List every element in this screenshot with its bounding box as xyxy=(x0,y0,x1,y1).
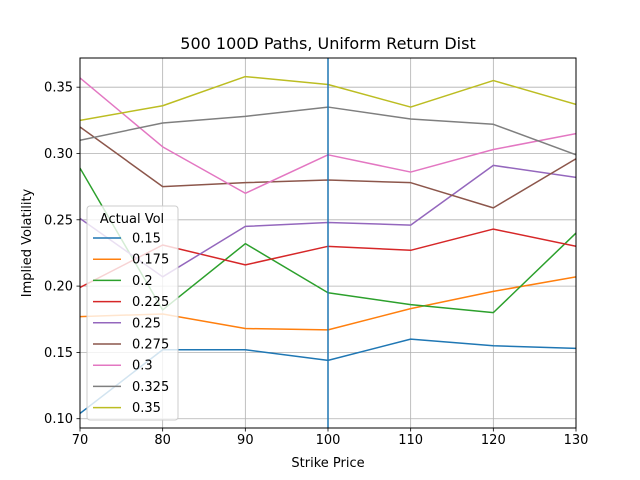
x-axis-ticks: 70 80 90 100 110 120 130 xyxy=(72,428,589,448)
y-tick-label: 0.20 xyxy=(44,280,73,295)
legend-items: 0.15 0.175 0.2 0.225 0.25 0.275 0.3 0.325 0.35 xyxy=(93,232,169,416)
y-tick-label: 0.35 xyxy=(44,81,73,96)
chart-title: 500 100D Paths, Uniform Return Dist xyxy=(180,34,475,53)
legend-label: 0.175 xyxy=(132,253,169,268)
x-axis-label: Strike Price xyxy=(291,456,364,471)
y-tick-label: 0.30 xyxy=(44,147,73,162)
legend: Actual Vol 0.15 0.175 0.2 0.225 0.25 0.275 0.3… xyxy=(86,205,179,421)
x-tick-label: 70 xyxy=(72,433,89,448)
legend-label: 0.15 xyxy=(132,232,161,247)
x-tick-label: 80 xyxy=(154,433,171,448)
y-axis-ticks: 0.10 0.15 0.20 0.25 0.30 0.35 xyxy=(44,81,80,427)
legend-label: 0.275 xyxy=(132,338,169,353)
legend-label: 0.325 xyxy=(132,380,169,395)
y-tick-label: 0.10 xyxy=(44,412,73,427)
legend-label: 0.3 xyxy=(132,359,153,374)
legend-label: 0.35 xyxy=(132,401,161,416)
x-tick-label: 110 xyxy=(398,433,423,448)
legend-label: 0.2 xyxy=(132,274,153,289)
x-tick-label: 90 xyxy=(237,433,254,448)
x-tick-label: 130 xyxy=(564,433,589,448)
y-tick-label: 0.15 xyxy=(44,346,73,361)
y-tick-label: 0.25 xyxy=(44,213,73,228)
legend-label: 0.25 xyxy=(132,316,161,331)
y-axis-label: Implied Volatility xyxy=(20,188,35,297)
legend-title: Actual Vol xyxy=(100,212,164,227)
x-tick-label: 100 xyxy=(316,433,341,448)
legend-label: 0.225 xyxy=(132,295,169,310)
x-tick-label: 120 xyxy=(481,433,506,448)
